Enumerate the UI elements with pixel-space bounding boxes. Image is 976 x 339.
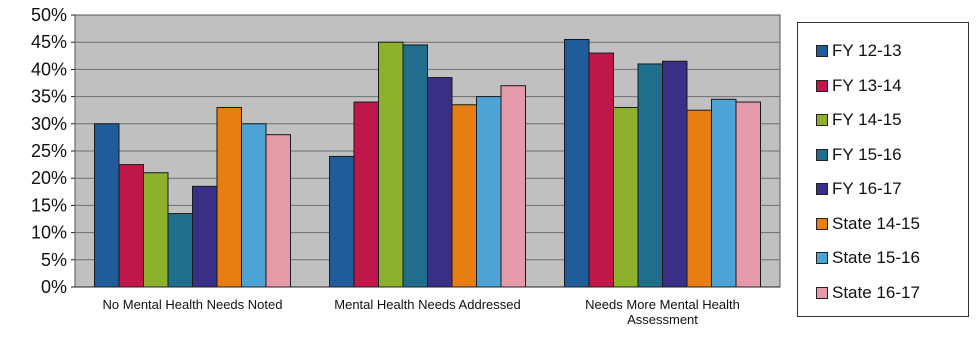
legend-item: State 15-16 <box>816 248 920 268</box>
legend-swatch <box>816 252 828 264</box>
bar <box>378 41 404 288</box>
bar <box>241 123 267 288</box>
legend-item: FY 14-15 <box>816 110 902 130</box>
y-tick-label: 5% <box>41 250 67 270</box>
bar <box>564 38 590 288</box>
x-tick-label: Mental Health Needs Addressed <box>334 297 520 312</box>
y-tick-label: 45% <box>31 32 67 52</box>
bar <box>500 85 526 288</box>
bar <box>686 109 712 288</box>
legend: FY 12-13 FY 13-14 FY 14-15 FY 15-16 FY 16-17… <box>797 22 969 317</box>
legend-swatch <box>816 114 828 126</box>
bar <box>265 134 291 288</box>
legend-swatch <box>816 286 828 299</box>
bar <box>588 52 614 288</box>
legend-item: FY 12-13 <box>816 41 902 61</box>
legend-item: FY 13-14 <box>816 76 902 96</box>
x-axis-labels: No Mental Health Needs Noted Mental Healt… <box>103 297 740 327</box>
legend-swatch <box>816 148 828 161</box>
y-tick-label: 10% <box>31 223 67 243</box>
y-tick-label: 30% <box>31 114 67 134</box>
legend-label: FY 14-15 <box>832 110 902 129</box>
bar <box>353 101 379 288</box>
legend-label: FY 16-17 <box>832 179 902 198</box>
y-tick-label: 0% <box>41 277 67 297</box>
bar <box>167 213 193 288</box>
legend-item: State 16-17 <box>816 283 920 303</box>
bar <box>735 101 761 288</box>
bar <box>613 106 639 288</box>
bars <box>94 38 761 288</box>
bar <box>216 106 242 288</box>
legend-swatch <box>816 217 828 230</box>
y-axis-ticks: 0% 5% 10% 15% 20% 25% 30% 35% 40% 45% 50% <box>31 5 75 297</box>
y-tick-label: 20% <box>31 168 67 188</box>
y-tick-label: 25% <box>31 141 67 161</box>
bar <box>192 185 218 288</box>
bar <box>711 98 737 288</box>
bar <box>329 155 355 288</box>
legend-item: State 14-15 <box>816 214 920 234</box>
bar <box>118 164 144 288</box>
legend-label: FY 12-13 <box>832 41 902 60</box>
y-tick-label: 15% <box>31 195 67 215</box>
legend-item: FY 16-17 <box>816 179 902 199</box>
y-tick-label: 35% <box>31 87 67 107</box>
legend-label: State 16-17 <box>832 282 920 302</box>
bar <box>427 77 453 288</box>
legend-label: State 14-15 <box>832 213 920 233</box>
bar <box>637 63 663 288</box>
bar <box>662 60 688 288</box>
legend-label: State 15-16 <box>832 248 920 267</box>
legend-item: FY 15-16 <box>816 145 902 165</box>
bar <box>143 172 169 288</box>
legend-swatch <box>816 79 828 92</box>
bar <box>402 44 428 288</box>
bar <box>94 123 120 288</box>
legend-swatch <box>816 183 828 195</box>
x-tick-label: Needs More Mental Health Assessment <box>585 297 740 327</box>
x-tick-label: No Mental Health Needs Noted <box>103 297 283 312</box>
y-tick-label: 40% <box>31 59 67 79</box>
legend-label: FY 13-14 <box>832 75 902 95</box>
legend-label: FY 15-16 <box>832 144 902 164</box>
bar <box>476 96 502 288</box>
bar <box>451 104 477 288</box>
legend-swatch <box>816 45 828 57</box>
y-tick-label: 50% <box>31 5 67 25</box>
